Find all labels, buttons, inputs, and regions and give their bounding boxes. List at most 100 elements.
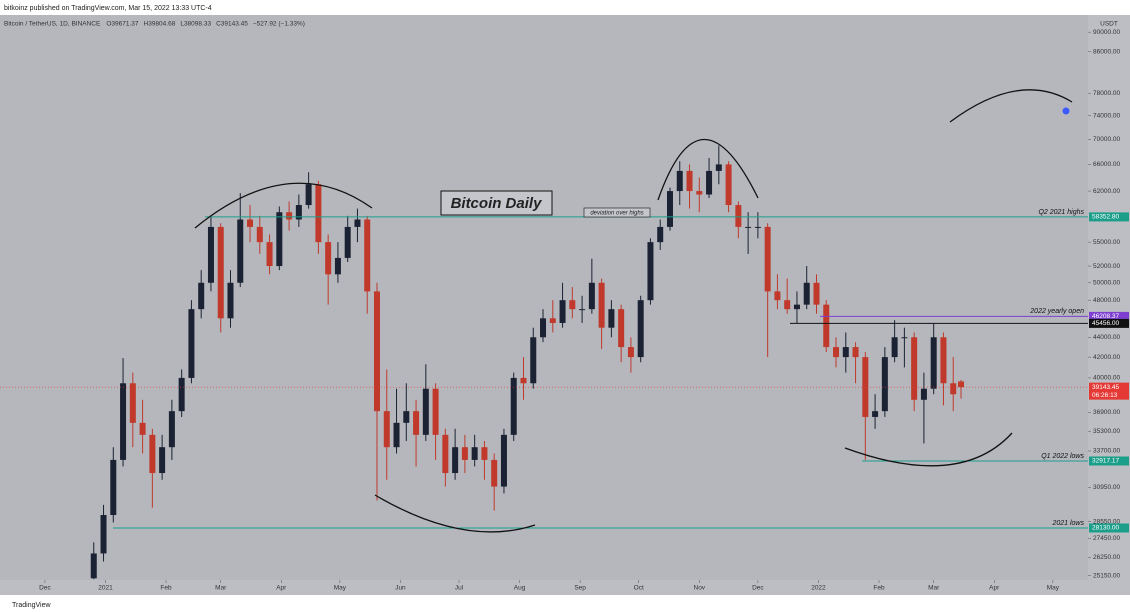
candle-body (188, 309, 195, 378)
level-name: Q1 2022 lows (1041, 453, 1084, 460)
candle-body (754, 226, 761, 228)
level-tag (1089, 318, 1129, 328)
y-tick-label: 36900.00 (1093, 409, 1120, 416)
candle-body (168, 411, 175, 448)
ohlc-value: H39804.68 (144, 21, 176, 28)
x-tick-label: Mar (928, 585, 940, 592)
candle-body (159, 447, 166, 474)
candle-body (881, 357, 888, 412)
y-tick-label: 42000.00 (1093, 354, 1120, 361)
candle-body (305, 184, 312, 206)
candle-body (686, 170, 693, 192)
annotation-box (583, 207, 651, 218)
candle-body (491, 459, 498, 487)
candle-body (471, 447, 478, 460)
candle-body (608, 309, 615, 328)
y-tick-label: 50000.00 (1093, 279, 1120, 286)
candle-body (364, 219, 371, 292)
level-price: 32917.17 (1092, 458, 1119, 465)
y-tick-label: 78000.00 (1093, 90, 1120, 97)
annotation: deviation over highs (590, 211, 643, 217)
candle-body (481, 447, 488, 460)
candle-body (432, 388, 439, 435)
candle-body (618, 309, 625, 348)
candle-body (90, 553, 97, 579)
candle-body (706, 170, 713, 195)
candle-body (774, 291, 781, 301)
candle-body (911, 337, 918, 400)
last-price: 39143.45 (1092, 384, 1119, 391)
candle-body (813, 282, 820, 305)
candle-body (872, 411, 879, 417)
candle-body (520, 377, 527, 384)
candle-body (207, 226, 214, 283)
candle-body (715, 164, 722, 171)
y-tick-label: 70000.00 (1093, 136, 1120, 143)
candle-body (295, 205, 302, 220)
candle-body (725, 164, 732, 206)
candle-body (139, 422, 146, 435)
level-price: 45456.00 (1092, 320, 1119, 327)
x-tick-label: May (334, 585, 347, 592)
x-tick-label: Jul (455, 585, 464, 592)
candle-body (666, 191, 673, 227)
title-box (440, 190, 553, 216)
candle-body (930, 337, 937, 389)
chart-title: Bitcoin Daily (451, 195, 543, 212)
candle-body (588, 282, 595, 310)
candle-body (569, 300, 576, 310)
level-price: 58352.80 (1092, 214, 1119, 221)
y-tick-label: 27450.00 (1093, 535, 1120, 542)
drawn-arc (374, 494, 536, 533)
candle-body (315, 184, 322, 243)
y-tick-label: 26250.00 (1093, 554, 1120, 561)
candle-body (579, 309, 586, 311)
candle-body (958, 381, 965, 388)
candle-body (842, 347, 849, 358)
candle-body (940, 337, 947, 384)
currency: USDT (1100, 21, 1118, 28)
candle-body (833, 347, 840, 358)
candle-body (217, 226, 224, 319)
y-tick-label: 90000.00 (1093, 29, 1120, 36)
y-tick-label: 44000.00 (1093, 334, 1120, 341)
candle-body (657, 226, 664, 243)
candle-body (530, 337, 537, 384)
y-tick-label: 28550.00 (1093, 518, 1120, 525)
y-tick-label: 25150.00 (1093, 572, 1120, 579)
level-tag (1089, 523, 1129, 533)
candle-body (598, 282, 605, 328)
candle-body (627, 347, 634, 358)
y-tick-label: 33700.00 (1093, 448, 1120, 455)
candle-body (637, 300, 644, 358)
candle-body (227, 282, 234, 319)
y-tick-label: 74000.00 (1093, 112, 1120, 119)
candle-body (383, 411, 390, 448)
candle-body (413, 411, 420, 435)
level-tag (1089, 212, 1129, 222)
x-tick-label: Aug (514, 585, 526, 592)
x-tick-label: Feb (160, 585, 172, 592)
last-price-tag (1089, 382, 1129, 400)
price-axis (1088, 15, 1130, 595)
info-dot[interactable] (1062, 107, 1070, 115)
candle-body (823, 304, 830, 348)
level-price: 46208.37 (1092, 313, 1119, 320)
candle-body (793, 304, 800, 310)
candle-body (149, 434, 156, 474)
candle-body (129, 383, 136, 423)
drawn-arc (657, 139, 759, 201)
candle-body (676, 170, 683, 192)
candle-body (256, 226, 263, 243)
candle-body (100, 515, 107, 554)
candle-body (745, 226, 752, 228)
candle-body (803, 282, 810, 305)
y-tick-label: 30950.00 (1093, 484, 1120, 491)
candle-body (422, 388, 429, 435)
candle-body (403, 411, 410, 423)
candle-body (862, 357, 869, 417)
y-tick-label: 35300.00 (1093, 428, 1120, 435)
footer-logo: TradingView (12, 602, 51, 609)
candle-body (735, 205, 742, 227)
